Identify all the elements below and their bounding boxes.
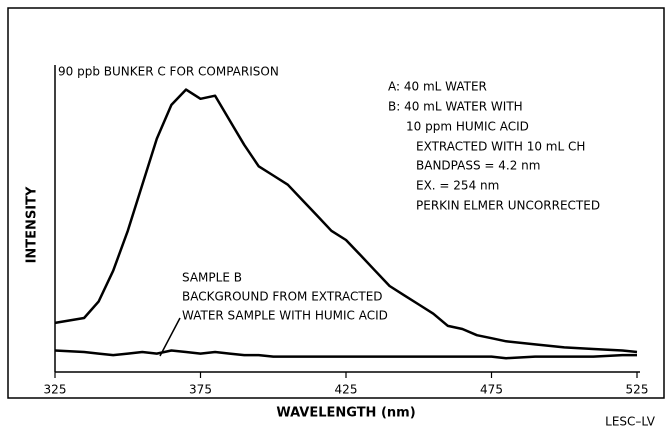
frame	[7, 7, 665, 399]
x-axis-label: WAVELENGTH (nm)	[276, 406, 415, 421]
x-tick-label: 325	[44, 383, 67, 397]
annotation: BACKGROUND FROM EXTRACTED	[182, 290, 383, 304]
annotation: EX. = 254 nm	[416, 179, 499, 193]
annotation: BANDPASS = 4.2 nm	[416, 159, 540, 173]
annotation: PERKIN ELMER UNCORRECTED	[416, 199, 600, 213]
annotation: 10 ppm HUMIC ACID	[406, 120, 529, 134]
series-line	[54, 349, 637, 360]
x-tick-label: 525	[626, 383, 649, 397]
annotation: B: 40 mL WATER WITH	[388, 100, 523, 114]
x-tick-label: 425	[335, 383, 358, 397]
annotation: EXTRACTED WITH 10 mL CH	[416, 140, 585, 154]
annotation: A: 40 mL WATER	[388, 80, 487, 94]
annotation: WATER SAMPLE WITH HUMIC ACID	[182, 309, 388, 323]
series-line	[54, 88, 638, 354]
annotation: 90 ppb BUNKER C FOR COMPARISON	[58, 65, 279, 79]
y-axis-label: INTENSITY	[25, 186, 40, 263]
annotation: LESC–LV	[605, 415, 656, 429]
x-tick-label: 375	[189, 383, 212, 397]
annotation-pointer	[159, 317, 181, 357]
x-tick-label: 475	[480, 383, 503, 397]
annotation: SAMPLE B	[182, 271, 242, 285]
